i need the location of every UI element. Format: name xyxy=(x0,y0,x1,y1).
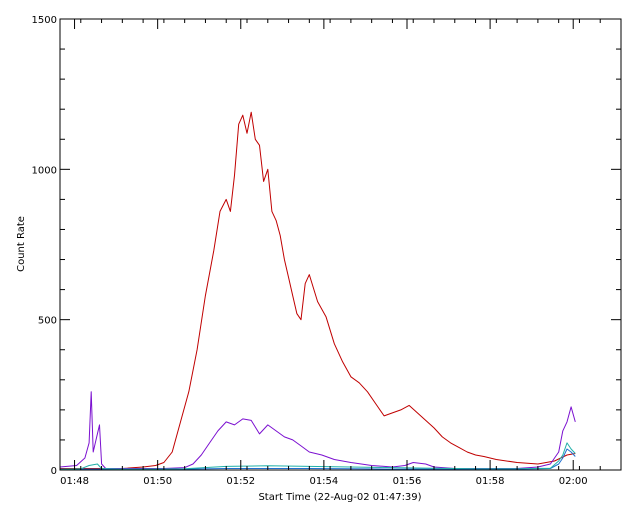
series-line-4 xyxy=(59,442,576,470)
y-tick-label: 1500 xyxy=(32,15,57,26)
plot-frame xyxy=(59,18,622,471)
x-axis: 01:48 01:50 01:52 01:54 01:56 01:58 02:00 xyxy=(60,19,601,487)
x-tick-label: 01:54 xyxy=(309,476,338,487)
y-tick-label: 500 xyxy=(38,316,57,327)
x-tick-label: 01:58 xyxy=(476,476,505,487)
series-line-2 xyxy=(59,391,576,469)
series-line-1 xyxy=(60,111,576,469)
y-tick-label: 0 xyxy=(51,466,57,477)
x-tick-label: 02:00 xyxy=(559,476,588,487)
x-axis-title: Start Time (22-Aug-02 01:47:39) xyxy=(258,492,421,503)
x-tick-label: 01:48 xyxy=(60,476,89,487)
series-layer xyxy=(59,111,576,470)
x-tick-label: 01:56 xyxy=(393,476,422,487)
x-tick-label: 01:52 xyxy=(226,476,255,487)
y-tick-label: 1000 xyxy=(32,165,57,176)
x-tick-label: 01:50 xyxy=(143,476,172,487)
y-axis-title: Count Rate xyxy=(16,216,27,272)
y-axis: 0 500 1000 1500 xyxy=(32,15,621,477)
